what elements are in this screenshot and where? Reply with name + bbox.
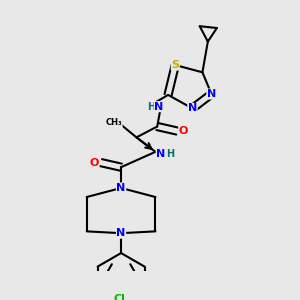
- Text: O: O: [179, 126, 188, 136]
- Text: O: O: [89, 158, 99, 168]
- Text: Cl: Cl: [113, 294, 125, 300]
- Text: S: S: [171, 60, 179, 70]
- Text: N: N: [156, 148, 166, 159]
- Text: N: N: [207, 89, 216, 99]
- Text: H: H: [147, 102, 155, 112]
- Text: H: H: [166, 148, 174, 159]
- Text: CH₃: CH₃: [106, 118, 122, 127]
- Text: N: N: [116, 183, 126, 193]
- Text: N: N: [154, 102, 164, 112]
- Text: N: N: [116, 228, 126, 238]
- Text: N: N: [188, 103, 197, 113]
